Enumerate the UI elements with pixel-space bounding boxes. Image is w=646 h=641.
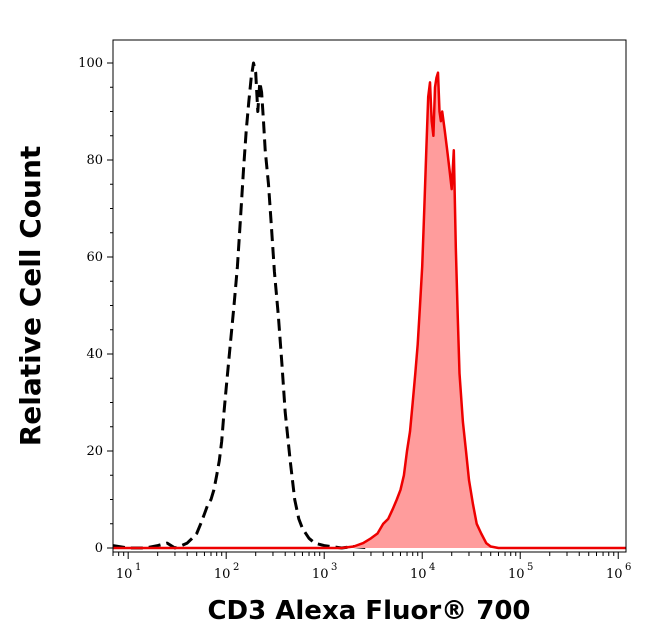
x-tick-exponent: 6 <box>625 562 631 573</box>
x-tick-label: 10 <box>606 567 623 582</box>
y-axis: 0 20 40 60 80 100 <box>78 56 113 556</box>
series-1-area <box>113 72 626 548</box>
x-tick-exponent: 5 <box>527 562 533 573</box>
x-tick-exponent: 3 <box>331 562 337 573</box>
x-tick-label: 10 <box>312 567 329 582</box>
x-tick-label: 10 <box>214 567 231 582</box>
x-tick-label: 10 <box>116 567 133 582</box>
y-tick-label: 40 <box>86 347 103 362</box>
x-tick-exponent: 1 <box>135 562 141 573</box>
x-tick-exponent: 2 <box>233 562 239 573</box>
y-tick-label: 60 <box>86 250 103 265</box>
x-tick-label: 10 <box>508 567 525 582</box>
series-1-line <box>113 71 626 550</box>
y-tick-label: 80 <box>86 153 103 168</box>
y-tick-label: 100 <box>78 56 103 71</box>
y-tick-label: 20 <box>86 444 103 459</box>
plot-frame <box>112 39 627 553</box>
y-tick-label: 0 <box>95 541 103 556</box>
x-axis: 10 1 10 2 10 3 10 4 10 5 10 6 <box>112 552 631 582</box>
y-axis-title: Relative Cell Count <box>14 146 47 447</box>
series-0-line <box>113 61 372 550</box>
x-axis-title: CD3 Alexa Fluor® 700 <box>207 596 530 626</box>
x-tick-label: 10 <box>410 567 427 582</box>
x-tick-exponent: 4 <box>429 562 435 573</box>
